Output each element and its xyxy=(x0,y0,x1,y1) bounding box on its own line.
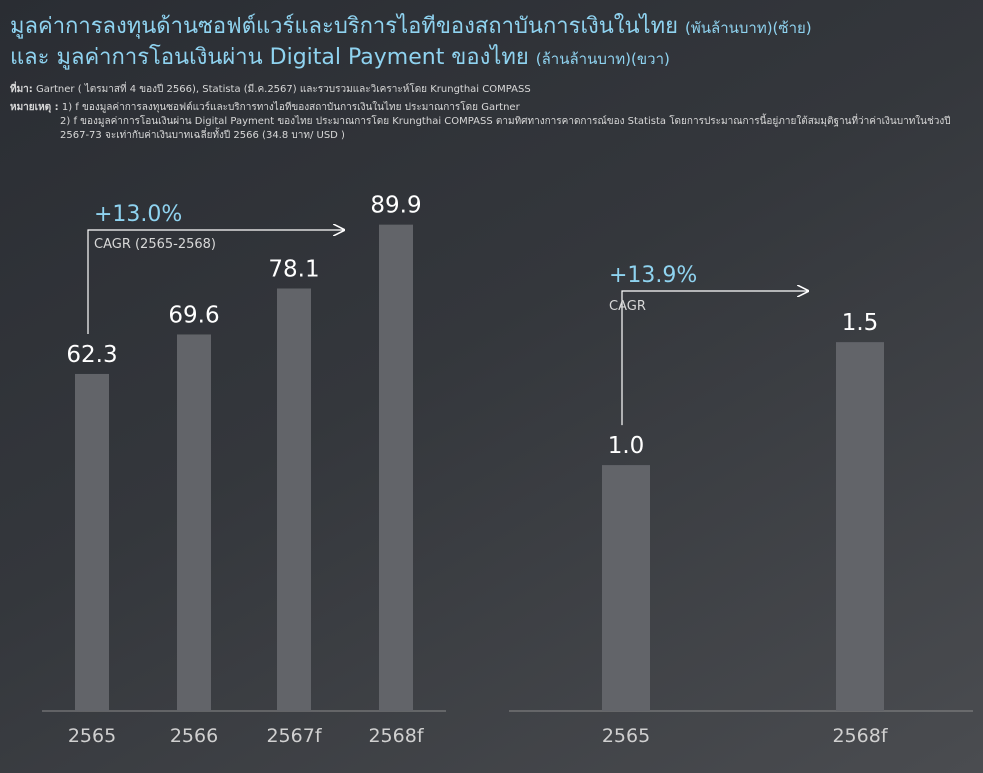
chart-title: มูลค่าการลงทุนด้านซอฟต์แวร์และบริการไอที… xyxy=(10,12,812,74)
left-cagr-arrow xyxy=(87,230,344,334)
left-category-label-2566: 2566 xyxy=(170,725,218,747)
right-cagr-value: +13.9% xyxy=(609,263,697,288)
right-value-label-2565: 1.0 xyxy=(608,433,645,459)
title-line-1-unit: (พันล้านบาท)(ซ้าย) xyxy=(685,19,812,37)
source-label: ที่มา: xyxy=(10,84,33,95)
left-cagr-value: +13.0% xyxy=(94,202,182,227)
right-bar-2568f xyxy=(836,342,884,711)
left-category-label-2568f: 2568f xyxy=(368,725,424,747)
left-bar-2568f xyxy=(379,224,413,712)
source-line: ที่มา: Gartner ( ไตรมาสที่ 4 ของปี 2566)… xyxy=(10,82,531,97)
right-category-label-2568f: 2568f xyxy=(832,725,888,747)
notes-label: หมายเหตุ : xyxy=(10,102,59,113)
right-cagr-arrow xyxy=(621,291,808,426)
left-category-label-2567f: 2567f xyxy=(266,725,322,747)
left-bar-2566 xyxy=(177,334,211,711)
left-value-label-2565: 62.3 xyxy=(66,342,117,368)
title-line-1-text: มูลค่าการลงทุนด้านซอฟต์แวร์และบริการไอที… xyxy=(10,14,679,39)
title-line-2-text: และ มูลค่าการโอนเงินผ่าน Digital Payment… xyxy=(10,45,529,70)
left-bar-2565 xyxy=(75,373,109,711)
left-value-label-2566: 69.6 xyxy=(168,302,219,328)
note-2: 2) f ของมูลค่าการโอนเงินผ่าน Digital Pay… xyxy=(60,116,951,141)
title-line-2: และ มูลค่าการโอนเงินผ่าน Digital Payment… xyxy=(10,43,812,74)
right-value-label-2568f: 1.5 xyxy=(842,310,879,336)
source-text: Gartner ( ไตรมาสที่ 4 ของปี 2566), Stati… xyxy=(36,84,531,95)
title-line-2-unit: (ล้านล้านบาท)(ขวา) xyxy=(535,50,670,68)
left-category-label-2565: 2565 xyxy=(68,725,116,747)
left-bar-2567f xyxy=(277,288,311,711)
right-category-label-2565: 2565 xyxy=(602,725,650,747)
right-cagr-label: CAGR xyxy=(609,299,646,314)
left-value-label-2568f: 89.9 xyxy=(370,193,421,219)
left-value-label-2567f: 78.1 xyxy=(268,256,319,282)
right-bar-2565 xyxy=(602,465,650,711)
note-1: 1) f ของมูลค่าการลงทุนซอฟต์แวร์และบริการ… xyxy=(61,102,520,113)
notes-block: หมายเหตุ : 1) f ของมูลค่าการลงทุนซอฟต์แว… xyxy=(10,101,951,141)
left-cagr-label: CAGR (2565-2568) xyxy=(94,237,216,252)
title-line-1: มูลค่าการลงทุนด้านซอฟต์แวร์และบริการไอที… xyxy=(10,12,812,43)
